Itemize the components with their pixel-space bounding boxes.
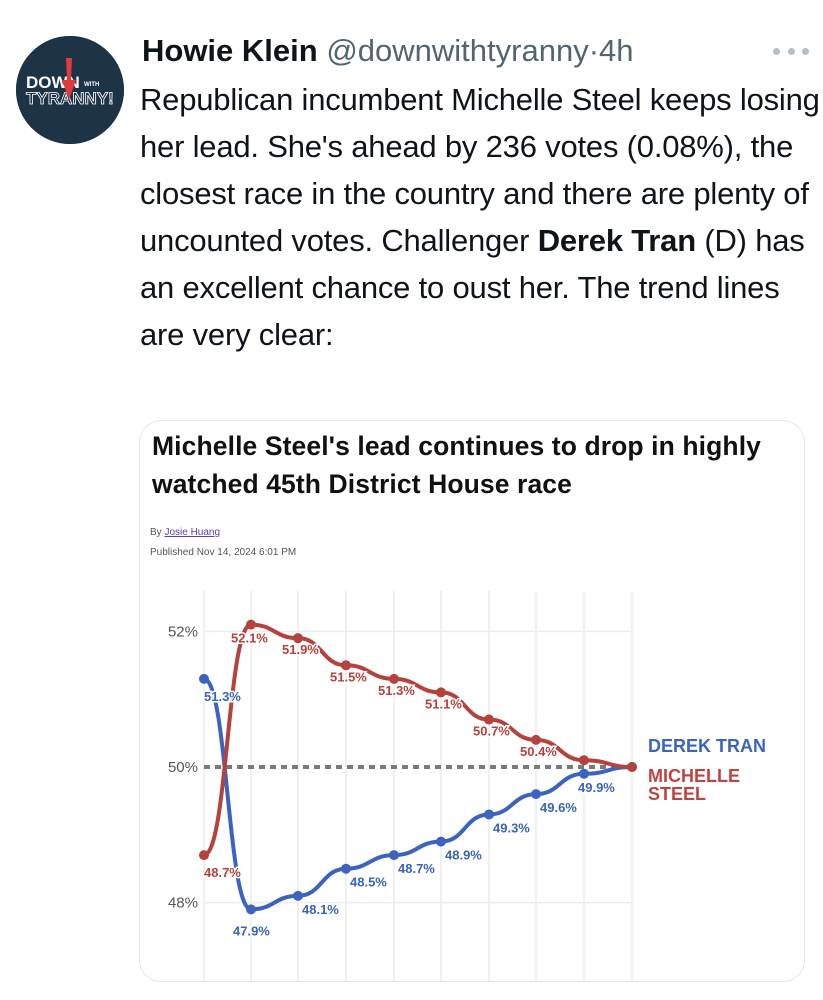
svg-text:52%: 52% (168, 623, 198, 640)
svg-text:51.5%: 51.5% (330, 669, 367, 684)
by-prefix: By (150, 527, 162, 538)
article-byline: By Josie Huang (150, 527, 220, 538)
published-date: Published Nov 14, 2024 6:01 PM (150, 547, 297, 558)
svg-text:TYRANNY!: TYRANNY! (26, 89, 114, 108)
avatar[interactable]: DOWN WITH TYRANNY! (16, 36, 124, 144)
svg-text:47.9%: 47.9% (233, 923, 270, 938)
svg-text:48%: 48% (168, 895, 198, 912)
svg-text:WITH: WITH (84, 82, 99, 88)
svg-text:49.3%: 49.3% (493, 820, 530, 835)
svg-text:50%: 50% (168, 759, 198, 776)
svg-text:49.9%: 49.9% (578, 780, 615, 795)
svg-text:48.7%: 48.7% (204, 865, 241, 880)
line-chart: 52% 50% 48% 51.3% 47.9% 48.1% 48.5% 48.7% 48.9% 4… (168, 591, 637, 981)
tweet-text-part: (D) has an excellent chance to oust her.… (140, 223, 805, 352)
legend-derek-tran: DEREK TRAN (648, 736, 767, 756)
svg-text:51.1%: 51.1% (425, 696, 462, 711)
svg-text:48.1%: 48.1% (302, 902, 339, 917)
tweet-header: Howie Klein @downwithtyranny·4h (142, 26, 823, 76)
down-with-tyranny-logo-icon: DOWN WITH TYRANNY! (16, 36, 124, 144)
ellipsis-icon (787, 47, 795, 55)
article-headline: Michelle Steel's lead continues to drop … (152, 431, 762, 499)
svg-text:51.3%: 51.3% (204, 689, 241, 704)
mention-derek-tran: Derek Tran (537, 223, 696, 258)
author-link[interactable]: Josie Huang (164, 527, 221, 538)
svg-text:49.6%: 49.6% (540, 800, 577, 815)
svg-text:51.9%: 51.9% (282, 642, 319, 657)
more-options-button[interactable] (773, 40, 809, 62)
author-name[interactable]: Howie Klein (142, 33, 318, 68)
svg-text:51.3%: 51.3% (378, 683, 415, 698)
ellipsis-icon (773, 47, 780, 55)
author-handle[interactable]: @downwithtyranny (326, 33, 589, 68)
separator-dot: · (588, 33, 600, 68)
legend-michelle-steel: MICHELLE STEEL (648, 767, 740, 803)
svg-text:52.1%: 52.1% (231, 631, 268, 646)
legend-steel-line2: STEEL (648, 784, 707, 804)
legend-steel-line1: MICHELLE (648, 766, 740, 786)
svg-text:48.5%: 48.5% (350, 875, 387, 890)
media-image-card[interactable]: Michelle Steel's lead continues to drop … (139, 420, 805, 982)
tweet-text-part: Republican incumbent Michelle Steel keep… (140, 82, 820, 258)
tweet-timestamp[interactable]: 4h (599, 33, 634, 68)
ellipsis-icon (802, 47, 809, 55)
svg-text:48.9%: 48.9% (445, 848, 482, 863)
svg-text:48.7%: 48.7% (398, 861, 435, 876)
tweet-text: Republican incumbent Michelle Steel keep… (140, 76, 820, 358)
svg-text:50.7%: 50.7% (473, 724, 510, 739)
svg-text:50.4%: 50.4% (520, 744, 557, 759)
